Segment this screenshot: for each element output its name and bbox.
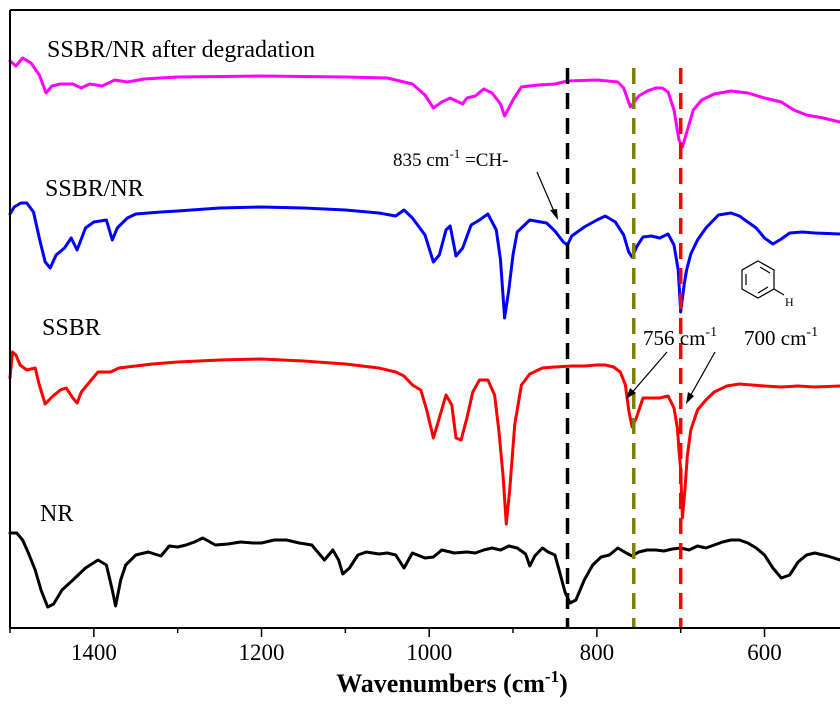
benzene-double-bond-1 [759,266,771,274]
x-tick-label-1000: 1000 [406,640,452,665]
benzene-h-bond [773,288,785,296]
x-axis-title-sup: -1 [545,667,559,686]
series-line-ssbr-nr-after-degradation [8,56,840,149]
benzene-double-bond-2 [757,286,769,294]
arrow-756 [628,351,668,397]
annotation-700-sup: -1 [806,325,818,340]
series-line-nr [8,531,840,609]
x-tick-label-800: 800 [580,640,615,665]
x-tick-label-1200: 1200 [239,640,285,665]
x-tick-label-1400: 1400 [71,640,117,665]
x-axis-title-main: Wavenumbers (cm [336,669,545,698]
label-ssbr: SSBR [42,315,101,341]
benzene-structure [741,260,785,299]
x-tick-label-600: 600 [747,640,782,665]
annotation-700-num: 700 cm [744,326,806,350]
annotation-835: 835 cm-1 =CH- [393,146,509,171]
series-line-ssbr [8,350,840,526]
annotation-756-sup: -1 [705,325,717,340]
arrowhead-835 [550,209,558,220]
annotation-756-num: 756 cm [643,326,705,350]
annotation-835-num: 835 cm [393,150,450,171]
label-ssbr-nr-degraded: SSBR/NR after degradation [47,37,315,63]
arrowhead-756 [626,388,636,399]
series-layer [8,56,840,609]
arrow-835 [536,171,557,217]
annotation-835-tail: =CH- [460,150,508,171]
series-line-ssbr-nr [8,201,840,320]
annotation-835-sup: -1 [449,146,460,161]
label-nr: NR [40,501,73,527]
marker-layer [565,68,683,628]
annotation-756: 756 cm-1 [643,325,717,350]
arrowhead-700 [686,392,694,404]
x-tick-layer: 1400 1200 1000 800 600 [9,628,782,665]
annotation-700: 700 cm-1 [744,325,818,350]
label-ssbr-nr: SSBR/NR [45,176,144,202]
x-axis-title-tail: ) [559,669,568,698]
benzene-ring [741,260,775,299]
benzene-h-label: H [785,295,794,309]
x-axis-title: Wavenumbers (cm-1) [336,667,568,698]
arrow-700 [687,351,716,401]
